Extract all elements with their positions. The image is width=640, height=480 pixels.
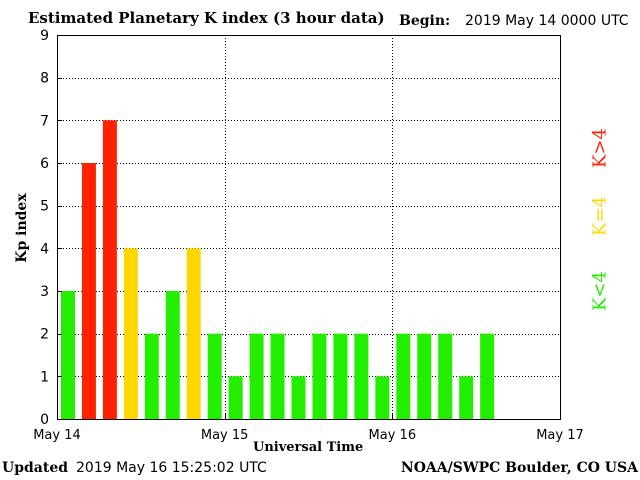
kp-bar bbox=[312, 333, 327, 419]
kp-bar bbox=[81, 163, 96, 419]
y-tick-label: 8 bbox=[40, 71, 49, 87]
y-tick-label: 3 bbox=[40, 284, 49, 300]
y-axis-ticks: 0 1 2 3 4 5 6 7 8 9 bbox=[40, 28, 62, 428]
kp-bar bbox=[144, 333, 159, 419]
kp-bar bbox=[417, 333, 432, 419]
legend-mid: K=4 bbox=[589, 196, 611, 236]
legend-low: K<4 bbox=[589, 271, 611, 311]
x-axis-ticks: May 14 May 15 May 16 May 17 bbox=[33, 414, 584, 443]
y-tick-label: 6 bbox=[40, 156, 49, 172]
kp-bar bbox=[186, 248, 201, 419]
y-tick-label: 9 bbox=[40, 28, 49, 44]
updated-value: 2019 May 16 15:25:02 UTC bbox=[76, 460, 267, 476]
y-tick-label: 0 bbox=[40, 412, 49, 428]
kp-bar bbox=[123, 248, 138, 419]
kp-bar bbox=[228, 376, 243, 419]
kp-bar bbox=[396, 333, 411, 419]
y-tick-label: 4 bbox=[40, 241, 49, 257]
kp-bar bbox=[102, 120, 117, 419]
kp-bar bbox=[270, 333, 285, 419]
x-tick-label: May 14 bbox=[33, 428, 81, 443]
plot-frame bbox=[57, 35, 561, 420]
x-tick-label: May 15 bbox=[201, 428, 249, 443]
kp-bar bbox=[354, 333, 369, 419]
kp-bar bbox=[207, 333, 222, 419]
chart-bars bbox=[61, 120, 495, 419]
kp-bar bbox=[291, 376, 306, 419]
begin-label: Begin: bbox=[399, 13, 451, 29]
chart-grid bbox=[57, 35, 560, 419]
chart-title: Estimated Planetary K index (3 hour data… bbox=[28, 9, 385, 27]
y-axis-label: Kp index bbox=[14, 193, 30, 263]
updated-label: Updated bbox=[2, 460, 69, 476]
kp-bar bbox=[249, 333, 264, 419]
kp-bar bbox=[61, 291, 75, 419]
y-tick-label: 5 bbox=[40, 199, 49, 215]
kp-bar bbox=[480, 333, 495, 419]
begin-value: 2019 May 14 0000 UTC bbox=[465, 13, 629, 29]
credit-text: NOAA/SWPC Boulder, CO USA bbox=[400, 460, 638, 476]
legend-high: K>4 bbox=[589, 128, 611, 168]
x-axis-label: Universal Time bbox=[253, 440, 364, 455]
kp-bar bbox=[165, 291, 180, 419]
kp-bar bbox=[459, 376, 474, 419]
kp-bar bbox=[333, 333, 348, 419]
y-tick-label: 7 bbox=[40, 113, 49, 129]
y-tick-label: 2 bbox=[40, 327, 49, 343]
kp-bar bbox=[438, 333, 453, 419]
x-tick-label: May 17 bbox=[536, 428, 584, 443]
kp-bar bbox=[375, 376, 390, 419]
y-tick-label: 1 bbox=[40, 369, 49, 385]
x-tick-label: May 16 bbox=[369, 428, 417, 443]
